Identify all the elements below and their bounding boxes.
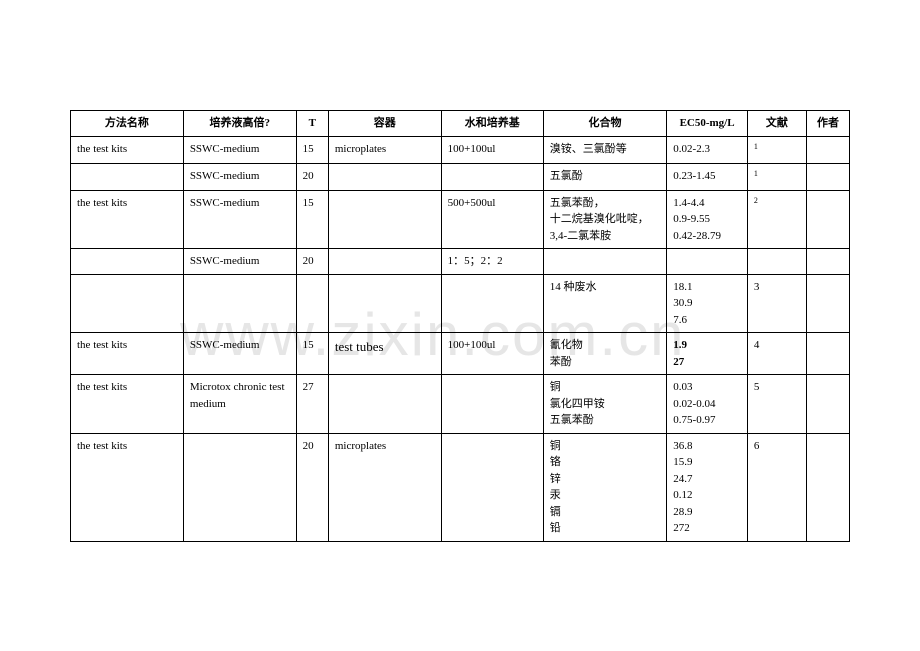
cell-method: the test kits (71, 190, 184, 249)
cell-chemical: 溴铵、三氯酚等 (543, 136, 667, 163)
cell-author (806, 375, 849, 434)
header-ref: 文献 (747, 111, 806, 137)
table-row: 14 种废水18.130.97.63 (71, 274, 850, 333)
cell-t (296, 274, 328, 333)
table-row: the test kitsSSWC-medium15microplates100… (71, 136, 850, 163)
header-water: 水和培养基 (441, 111, 543, 137)
cell-ec50: 0.02-2.3 (667, 136, 748, 163)
cell-ref: 5 (747, 375, 806, 434)
table-row: the test kitsSSWC-medium15 500+500ul五氯苯酚，… (71, 190, 850, 249)
cell-medium: SSWC-medium (183, 333, 296, 375)
header-medium: 培养液高倍? (183, 111, 296, 137)
cell-water: 100+100ul (441, 136, 543, 163)
header-method: 方法名称 (71, 111, 184, 137)
cell-ec50: 0.030.02-0.040.75-0.97 (667, 375, 748, 434)
cell-water (441, 163, 543, 190)
cell-medium (183, 274, 296, 333)
table-row: SSWC-medium20 五氯酚0.23-1.451 (71, 163, 850, 190)
cell-t: 20 (296, 163, 328, 190)
cell-ec50: 1.4-4.40.9-9.550.42-28.79 (667, 190, 748, 249)
cell-method (71, 163, 184, 190)
header-ec50: EC50-mg/L (667, 111, 748, 137)
cell-ref (747, 249, 806, 275)
cell-vessel (328, 274, 441, 333)
cell-vessel: microplates (328, 433, 441, 541)
cell-medium: SSWC-medium (183, 249, 296, 275)
cell-t: 20 (296, 433, 328, 541)
cell-ref: 1 (747, 163, 806, 190)
cell-ec50: 18.130.97.6 (667, 274, 748, 333)
cell-water (441, 375, 543, 434)
cell-vessel: microplates (328, 136, 441, 163)
table-header-row: 方法名称 培养液高倍? T 容器 水和培养基 化合物 EC50-mg/L 文献 … (71, 111, 850, 137)
cell-chemical: 14 种废水 (543, 274, 667, 333)
table-row: the test kitsSSWC-medium15test tubes100+… (71, 333, 850, 375)
cell-water (441, 433, 543, 541)
cell-method: the test kits (71, 375, 184, 434)
cell-author (806, 249, 849, 275)
table-row: the test kitsMicrotox chronic test mediu… (71, 375, 850, 434)
cell-ec50: 0.23-1.45 (667, 163, 748, 190)
cell-medium (183, 433, 296, 541)
cell-method (71, 249, 184, 275)
cell-author (806, 163, 849, 190)
cell-medium: SSWC-medium (183, 136, 296, 163)
cell-water: 100+100ul (441, 333, 543, 375)
cell-chemical: 五氯酚 (543, 163, 667, 190)
cell-medium: Microtox chronic test medium (183, 375, 296, 434)
cell-method: the test kits (71, 433, 184, 541)
cell-chemical: 氰化物苯酚 (543, 333, 667, 375)
cell-author (806, 274, 849, 333)
cell-ref: 3 (747, 274, 806, 333)
cell-medium: SSWC-medium (183, 163, 296, 190)
cell-method: the test kits (71, 136, 184, 163)
cell-water: 1：5；2：2 (441, 249, 543, 275)
document-page: 方法名称 培养液高倍? T 容器 水和培养基 化合物 EC50-mg/L 文献 … (0, 0, 920, 582)
cell-t: 27 (296, 375, 328, 434)
cell-method: the test kits (71, 333, 184, 375)
cell-ec50: 1.927 (667, 333, 748, 375)
header-chemical: 化合物 (543, 111, 667, 137)
table-body: the test kitsSSWC-medium15microplates100… (71, 136, 850, 541)
cell-water: 500+500ul (441, 190, 543, 249)
header-t: T (296, 111, 328, 137)
header-author: 作者 (806, 111, 849, 137)
cell-ref: 4 (747, 333, 806, 375)
data-table: 方法名称 培养液高倍? T 容器 水和培养基 化合物 EC50-mg/L 文献 … (70, 110, 850, 542)
cell-method (71, 274, 184, 333)
cell-vessel (328, 375, 441, 434)
header-vessel: 容器 (328, 111, 441, 137)
table-row: SSWC-medium20 1：5；2：2 (71, 249, 850, 275)
cell-chemical: 铜氯化四甲铵五氯苯酚 (543, 375, 667, 434)
cell-t: 15 (296, 333, 328, 375)
table-row: the test kits 20microplates 铜铬锌汞镉铅36.815.9… (71, 433, 850, 541)
cell-ref: 2 (747, 190, 806, 249)
cell-vessel (328, 190, 441, 249)
cell-vessel: test tubes (328, 333, 441, 375)
cell-ref: 6 (747, 433, 806, 541)
cell-t: 20 (296, 249, 328, 275)
cell-t: 15 (296, 136, 328, 163)
cell-ec50 (667, 249, 748, 275)
cell-author (806, 190, 849, 249)
cell-ec50: 36.815.924.70.1228.9272 (667, 433, 748, 541)
cell-vessel (328, 163, 441, 190)
cell-t: 15 (296, 190, 328, 249)
cell-ref: 1 (747, 136, 806, 163)
cell-water (441, 274, 543, 333)
cell-author (806, 433, 849, 541)
cell-medium: SSWC-medium (183, 190, 296, 249)
cell-vessel (328, 249, 441, 275)
cell-chemical: 五氯苯酚，十二烷基溴化吡啶，3,4-二氯苯胺 (543, 190, 667, 249)
cell-author (806, 136, 849, 163)
cell-chemical: 铜铬锌汞镉铅 (543, 433, 667, 541)
cell-chemical (543, 249, 667, 275)
cell-author (806, 333, 849, 375)
